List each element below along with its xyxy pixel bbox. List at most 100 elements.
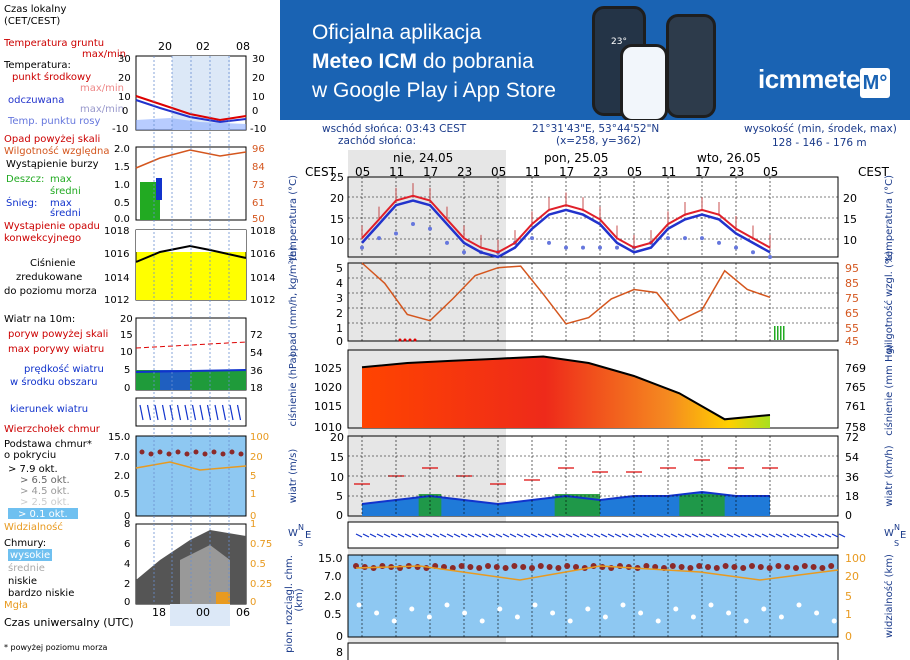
- legend-vis-line: [135, 461, 247, 471]
- wind-arrow: [614, 533, 622, 538]
- lg-t-tl3: 0: [122, 106, 128, 117]
- lg-utc-00: 00: [196, 606, 210, 619]
- lg-t-tl4: -10: [112, 124, 128, 135]
- wind-arrow: [677, 533, 685, 538]
- lg-cl-l3: 2: [124, 579, 130, 590]
- cloud-base-dot-high: [529, 565, 535, 571]
- lg-tick-08: 08: [236, 40, 250, 53]
- lg-footnote: * powyżej poziomu morza: [4, 643, 108, 652]
- mt-prec-l4: 1: [336, 322, 343, 335]
- wind-arrow: [824, 533, 832, 538]
- cloud-base-dot-high: [493, 564, 500, 570]
- day-label-0: nie, 24.05: [393, 151, 453, 165]
- lg-w-l3: 5: [124, 365, 130, 376]
- cloud-base-dot-low: [655, 618, 661, 624]
- prec-over-dot: [408, 338, 412, 342]
- lg-medium: średnie: [8, 562, 45, 574]
- lg-w-r0: 72: [250, 330, 263, 341]
- lg-vis: Widzialność: [4, 521, 63, 533]
- wind-arrow: [656, 533, 664, 538]
- compass-left: W N S E: [288, 523, 311, 548]
- tz-left: CEST: [305, 165, 337, 179]
- mt-cb-l1: 7.0: [324, 570, 342, 583]
- lg-cl-r2: 0.5: [250, 559, 266, 570]
- mt-cb-l2: 2.0: [324, 590, 342, 603]
- cloud-base-dot-low: [638, 610, 644, 616]
- mt-cb-r0: 100: [845, 552, 866, 565]
- legend-cloud-dot: [220, 451, 226, 457]
- wind-arrow: [747, 533, 755, 538]
- pressure-layer: [361, 355, 771, 428]
- wind-arrow: [439, 533, 447, 538]
- wind-arrow: [362, 533, 370, 538]
- wind-arrow: [838, 533, 846, 538]
- wind-arrow: [544, 533, 552, 538]
- legend-rain-bar: [140, 182, 160, 220]
- legend-cloud-dot: [148, 451, 154, 457]
- cloud-base-dot-high: [731, 564, 738, 570]
- wind-arrow: [355, 533, 363, 538]
- mt-prec-l3: 2: [336, 307, 343, 320]
- cloud-base-dot-low: [532, 602, 538, 608]
- mt-pres-r3: 758: [845, 421, 866, 434]
- lg-cb-l3: 0.5: [114, 489, 130, 500]
- lg-soil2: max/min: [82, 49, 126, 60]
- banner-line-2: Meteo ICM do pobrania: [312, 47, 556, 76]
- cloud-base-dot-high: [537, 563, 544, 569]
- tz-right: CEST: [858, 165, 890, 179]
- cloud-base-dot-low: [514, 614, 520, 620]
- mt-wind-l2: 10: [330, 471, 344, 484]
- mt-wind-l1: 15: [330, 451, 344, 464]
- hour-label: 23: [729, 165, 744, 179]
- dew-point-dot: [683, 236, 687, 241]
- height-values: 128 - 146 - 176 m: [772, 137, 867, 149]
- legend-fog-bar: [216, 592, 230, 604]
- mt-temp-l0: 25: [330, 171, 344, 184]
- visibility-line: [355, 565, 839, 581]
- lg-cl-l0: 8: [124, 519, 130, 530]
- wind-arrow: [796, 533, 804, 538]
- wind-arrow: [383, 533, 391, 538]
- lg-p-l4: 0.0: [114, 214, 130, 225]
- wind-arrow: [467, 533, 475, 538]
- lg-t-tl0: 30: [118, 54, 131, 65]
- legend-wind-arrow: [146, 404, 152, 421]
- hour-label: 23: [593, 165, 608, 179]
- lg-p-r1: 84: [252, 162, 265, 173]
- lg-cb-l2: 2.0: [114, 471, 130, 482]
- cloud-base-dot-high: [564, 563, 571, 569]
- lg-cb-r3: 1: [250, 489, 256, 500]
- lg-w-l1: 15: [120, 330, 133, 341]
- lg-t-tr3: 0: [252, 106, 258, 117]
- mt-cb-r1: 20: [845, 570, 859, 583]
- bottom-panel: [347, 642, 839, 660]
- wind-arrow: [418, 533, 426, 538]
- cloud-base-dot-high: [511, 563, 518, 569]
- lg-wdir: kierunek wiatru: [10, 404, 88, 415]
- lg-w-l2: 10: [120, 347, 133, 358]
- dew-point-dot: [666, 236, 670, 241]
- mt-pres-l3: 1010: [314, 421, 342, 434]
- legend-wind-arrow: [191, 404, 197, 421]
- lg-okt-3: > 2.5 okt.: [20, 497, 70, 508]
- compass-right: W N S E: [884, 523, 906, 548]
- dew-point-dot: [445, 240, 449, 245]
- precip-layer: [361, 262, 785, 342]
- wind-arrow: [789, 533, 797, 538]
- mt-cb-l4: 0: [336, 630, 343, 643]
- day-label-2: wto, 26.05: [697, 151, 761, 165]
- wind-arrow: [768, 533, 776, 538]
- wind-arrow: [551, 533, 559, 538]
- legend-night-shade: [172, 56, 230, 130]
- app-banner[interactable]: Oficjalna aplikacja Meteo ICM do pobrani…: [280, 0, 910, 120]
- lg-cb-r2: 5: [250, 471, 256, 482]
- dew-point-dot: [547, 240, 551, 245]
- wind-arrow: [453, 533, 461, 538]
- legend-cloud-area-2: [180, 545, 230, 604]
- lg-okt-2: > 4.5 okt.: [20, 486, 70, 497]
- cloud-base-dot-low: [356, 602, 362, 608]
- lg-mid: punkt środkowy: [12, 71, 91, 83]
- cloud-base-dot-high: [749, 563, 755, 569]
- wind-arrow: [684, 533, 692, 538]
